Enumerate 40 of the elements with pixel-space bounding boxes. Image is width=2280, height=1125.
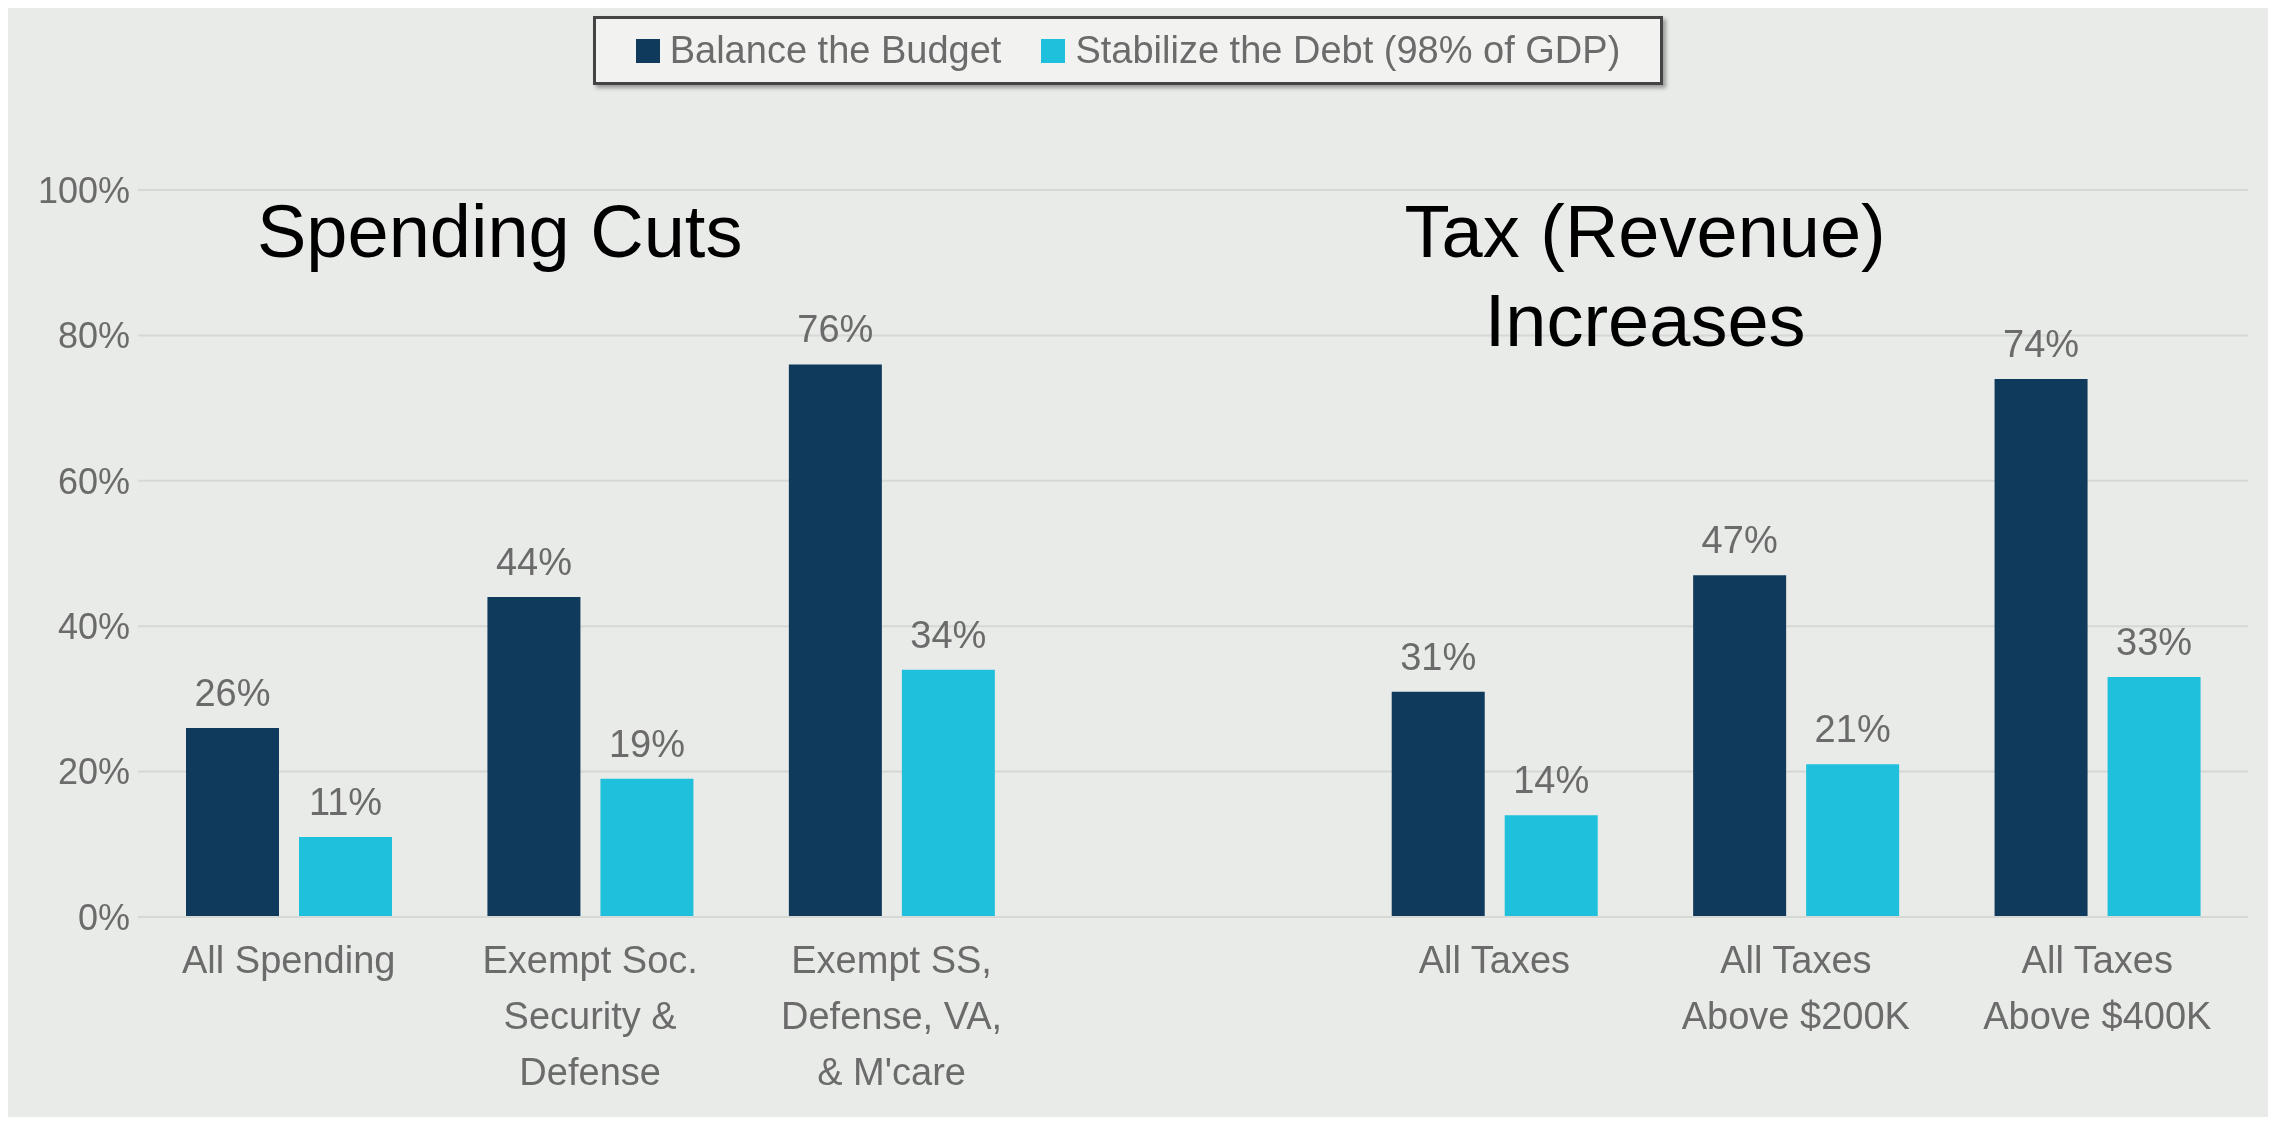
data-label: 26% (194, 671, 271, 714)
y-tick-label: 40% (57, 605, 130, 647)
legend-label: Stabilize the Debt (98% of GDP) (1074, 29, 1621, 72)
bar (901, 669, 995, 917)
bar (1806, 764, 1900, 917)
bar (1693, 575, 1787, 917)
bar (299, 837, 392, 917)
bar (788, 364, 882, 917)
bar (1994, 379, 2088, 917)
bar (1504, 815, 1598, 917)
x-tick-label: Exempt Soc. Security & Defense (482, 939, 698, 1093)
x-tick-label: All Taxes Above $200K (1681, 939, 1910, 1037)
data-label: 11% (308, 781, 383, 824)
annotation: Spending Cuts (255, 189, 744, 275)
bar (600, 778, 694, 917)
data-label: 74% (2003, 323, 2080, 366)
data-label: 21% (1814, 708, 1891, 751)
data-label: 33% (2116, 621, 2193, 664)
bar (487, 597, 581, 917)
data-label: 31% (1400, 635, 1477, 678)
y-tick-label: 60% (57, 460, 130, 502)
bar (186, 727, 279, 917)
bar (1391, 691, 1485, 917)
data-label: 44% (495, 541, 572, 584)
x-tick-label: All Taxes (1418, 939, 1571, 981)
annotation: Tax (Revenue) Increases (1403, 189, 1887, 364)
y-tick-label: 0% (77, 896, 130, 938)
bar (2107, 677, 2201, 917)
y-tick-label: 100% (37, 169, 130, 211)
data-label: 34% (910, 613, 987, 656)
y-tick-label: 20% (57, 751, 130, 793)
y-tick-label: 80% (57, 315, 130, 357)
data-label: 19% (608, 722, 685, 765)
data-label: 76% (797, 308, 874, 351)
data-label: 14% (1513, 759, 1590, 802)
legend-label: Balance the Budget (668, 29, 1002, 72)
x-tick-label: All Taxes Above $400K (1983, 939, 2212, 1037)
x-tick-label: Exempt SS, Defense, VA, & M'care (781, 939, 1003, 1093)
data-label: 47% (1701, 519, 1778, 562)
x-tick-label: All Spending (182, 939, 396, 981)
